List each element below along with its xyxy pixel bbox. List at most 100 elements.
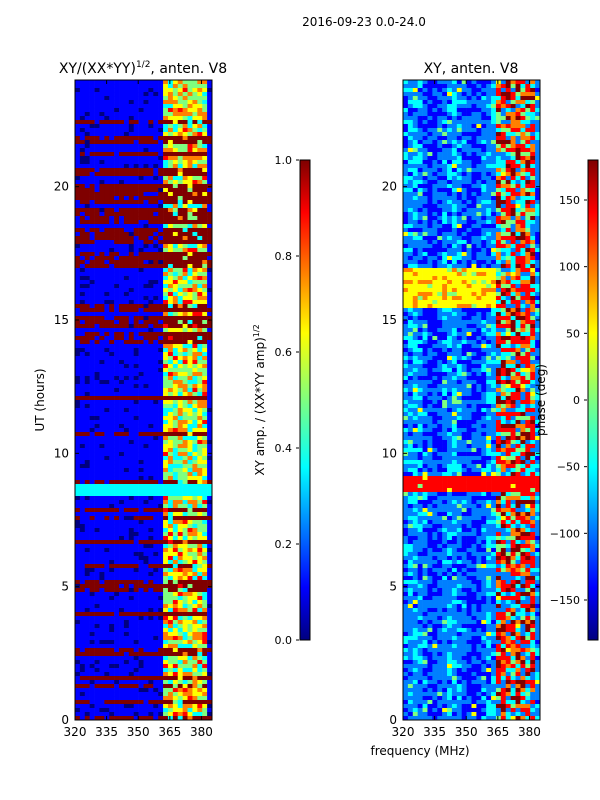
heatmap-cell [148, 104, 154, 109]
heatmap-cell [99, 496, 105, 501]
heatmap-cell [153, 136, 159, 141]
heatmap-cell [476, 96, 482, 101]
heatmap-cell [167, 544, 174, 549]
heatmap-cell [163, 480, 169, 485]
heatmap-cell [99, 540, 105, 545]
heatmap-cell [177, 496, 183, 501]
heatmap-cell [75, 256, 81, 261]
heatmap-cell [530, 108, 536, 113]
heatmap-cell [192, 684, 198, 689]
heatmap-cell [143, 212, 149, 217]
heatmap-cell [172, 212, 179, 217]
heatmap-cell [500, 104, 507, 109]
heatmap-cell [461, 84, 467, 89]
heatmap-cell [158, 212, 164, 217]
heatmap-cell [163, 528, 169, 533]
heatmap-cell [104, 156, 110, 161]
heatmap-cell [75, 492, 81, 497]
heatmap-cell [143, 220, 149, 225]
heatmap-cell [187, 92, 193, 97]
heatmap-cell [133, 640, 139, 645]
heatmap-cell [133, 684, 139, 689]
heatmap-cell [128, 424, 135, 429]
heatmap-cell [84, 272, 90, 277]
heatmap-cell [167, 472, 174, 477]
heatmap-cell [128, 448, 135, 453]
heatmap-cell [123, 560, 130, 565]
heatmap-cell [500, 108, 507, 113]
heatmap-cell [202, 272, 208, 277]
heatmap-cell [417, 124, 423, 129]
heatmap-cell [133, 220, 139, 225]
heatmap-cell [417, 108, 423, 113]
heatmap-cell [119, 312, 125, 317]
heatmap-cell [207, 492, 212, 497]
heatmap-cell [172, 508, 179, 513]
heatmap-cell [172, 308, 179, 313]
heatmap-cell [89, 516, 95, 521]
heatmap-cell [163, 332, 169, 337]
heatmap-cell [192, 344, 198, 349]
heatmap-cell [163, 280, 169, 285]
heatmap-cell [192, 428, 198, 433]
heatmap-cell [75, 136, 81, 141]
heatmap-cell [172, 632, 179, 637]
heatmap-cell [158, 580, 164, 585]
heatmap-cell [187, 608, 193, 613]
heatmap-cell [119, 500, 125, 505]
heatmap-cell [143, 272, 149, 277]
heatmap-cell [123, 664, 130, 669]
heatmap-cell [109, 628, 115, 633]
heatmap-cell [202, 580, 208, 585]
heatmap-cell [163, 324, 169, 329]
heatmap-cell [79, 228, 86, 233]
heatmap-cell [89, 364, 95, 369]
heatmap-cell [104, 392, 110, 397]
heatmap-cell [79, 588, 86, 593]
heatmap-cell [177, 640, 183, 645]
heatmap-cell [182, 664, 188, 669]
heatmap-cell [99, 248, 105, 253]
heatmap-cell [530, 132, 536, 137]
heatmap-cell [197, 428, 203, 433]
heatmap-cell [119, 364, 125, 369]
heatmap-cell [119, 300, 125, 305]
heatmap-cell [207, 544, 212, 549]
heatmap-cell [163, 396, 169, 401]
heatmap-cell [138, 444, 144, 449]
heatmap-cell [167, 560, 174, 565]
heatmap-cell [138, 716, 144, 720]
heatmap-cell [133, 88, 139, 93]
heatmap-cell [481, 124, 487, 129]
heatmap-cell [138, 652, 144, 657]
heatmap-cell [138, 112, 144, 117]
heatmap-cell [197, 416, 203, 421]
heatmap-cell [451, 128, 458, 133]
heatmap-cell [75, 616, 81, 621]
heatmap-cell [163, 160, 169, 165]
heatmap-cell [197, 172, 203, 177]
heatmap-cell [163, 512, 169, 517]
heatmap-cell [89, 128, 95, 133]
heatmap-cell [123, 176, 130, 181]
heatmap-cell [94, 644, 100, 649]
heatmap-cell [109, 116, 115, 121]
heatmap-cell [94, 592, 100, 597]
heatmap-cell [202, 380, 208, 385]
heatmap-cell [119, 100, 125, 105]
heatmap-cell [197, 704, 203, 709]
heatmap-cell [192, 300, 198, 305]
heatmap-cell [172, 160, 179, 165]
heatmap-cell [163, 136, 169, 141]
heatmap-cell [167, 408, 174, 413]
heatmap-cell [84, 668, 90, 673]
heatmap-cell [153, 412, 159, 417]
heatmap-cell [104, 204, 110, 209]
heatmap-cell [143, 600, 149, 605]
heatmap-cell [202, 624, 208, 629]
heatmap-cell [133, 700, 139, 705]
heatmap-cell [94, 648, 100, 653]
heatmap-cell [119, 564, 125, 569]
heatmap-cell [99, 684, 105, 689]
heatmap-cell [79, 704, 86, 709]
